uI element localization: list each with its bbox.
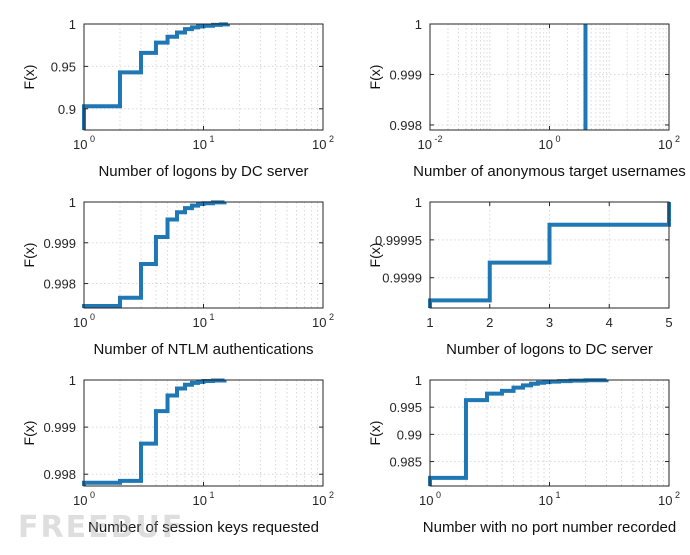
x-tick-label: 4 [606, 315, 613, 330]
x-tick-label: 10 2 [312, 134, 334, 152]
cdf-series-line [428, 202, 671, 308]
y-tick-label: 0.99995 [375, 233, 422, 248]
x-tick-label: 10 2 [312, 312, 334, 330]
y-tick-label: 1 [415, 373, 422, 388]
cdf-series-line [82, 22, 230, 130]
x-tick-label: 10 0 [73, 312, 95, 330]
x-tick-label: 3 [546, 315, 553, 330]
y-tick-label: 0.999 [389, 67, 422, 82]
y-tick-label: 0.9 [58, 102, 76, 117]
x-axis-label: Number of session keys requested [88, 519, 319, 536]
grid [84, 24, 323, 130]
chart-panel-6: 10 0 10 1 10 2 0.985 0.99 0.995 1 Number with n… [367, 373, 680, 536]
chart-panel-5: 10 0 10 1 10 2 0.998 0.999 1 Number of session… [21, 373, 334, 536]
y-axis-label: F(x) [367, 421, 383, 446]
chart-panel-1: 10 0 10 1 10 2 0.9 0.95 1 Number of logons by … [21, 17, 334, 180]
y-tick-label: 0.998 [389, 118, 422, 133]
grid [430, 24, 669, 130]
x-tick-label: 10 2 [312, 490, 334, 508]
y-tick-label: 0.95 [51, 59, 76, 74]
x-tick-label: 1 [426, 315, 433, 330]
y-axis-label: F(x) [21, 65, 37, 90]
grid [84, 202, 323, 308]
y-tick-label: 1 [69, 17, 76, 32]
x-tick-label: 10 2 [658, 134, 680, 152]
chart-panel-4: 1 2 3 4 5 0.9999 0.99995 1 Number of logons to D… [367, 195, 673, 358]
y-tick-label: 0.99 [397, 427, 422, 442]
x-tick-label: 10 2 [658, 490, 680, 508]
x-tick-label: 10 0 [73, 490, 95, 508]
y-tick-label: 0.985 [389, 455, 422, 470]
y-axis-label: F(x) [21, 243, 37, 268]
y-tick-label: 0.998 [43, 277, 76, 292]
chart-panel-2: 10 -2 10 0 10 2 0.998 0.999 1 Number of anonym… [367, 17, 686, 180]
y-axis-label: F(x) [21, 421, 37, 446]
x-tick-label: 5 [665, 315, 672, 330]
y-tick-label: 1 [69, 373, 76, 388]
cdf-series-line [82, 200, 227, 308]
x-axis-label: Number of anonymous target usernames [413, 163, 686, 180]
x-tick-label: 2 [486, 315, 493, 330]
cdf-series-line [428, 378, 609, 486]
y-tick-label: 1 [415, 195, 422, 210]
x-tick-label: 10 1 [193, 134, 215, 152]
x-tick-label: 10 0 [539, 134, 561, 152]
cdf-series-line [82, 378, 227, 486]
y-tick-label: 1 [69, 195, 76, 210]
y-axis-label: F(x) [367, 243, 383, 268]
watermark-logo: FREEBUF [18, 510, 185, 545]
y-tick-label: 0.995 [389, 400, 422, 415]
x-tick-label: 10 1 [193, 312, 215, 330]
x-tick-label: 10 0 [419, 490, 441, 508]
x-axis-label: Number of logons by DC server [98, 163, 308, 180]
x-tick-label: 10 1 [193, 490, 215, 508]
x-axis-label: Number with no port number recorded [423, 519, 676, 536]
y-tick-label: 0.999 [43, 236, 76, 251]
y-tick-label: 1 [415, 17, 422, 32]
y-axis-label: F(x) [367, 65, 383, 90]
y-tick-label: 0.999 [43, 420, 76, 435]
y-tick-label: 0.9999 [382, 271, 422, 286]
x-tick-label: 10 1 [539, 490, 561, 508]
chart-panel-3: 10 0 10 1 10 2 0.998 0.999 1 Number of NTLM au… [21, 195, 334, 358]
y-tick-label: 0.998 [43, 467, 76, 482]
x-tick-label: 10 0 [73, 134, 95, 152]
grid [84, 380, 323, 486]
x-axis-label: Number of logons to DC server [446, 341, 653, 358]
x-tick-label: 10 -2 [418, 134, 443, 152]
grid [430, 380, 669, 486]
x-axis-label: Number of NTLM authentications [93, 341, 313, 358]
